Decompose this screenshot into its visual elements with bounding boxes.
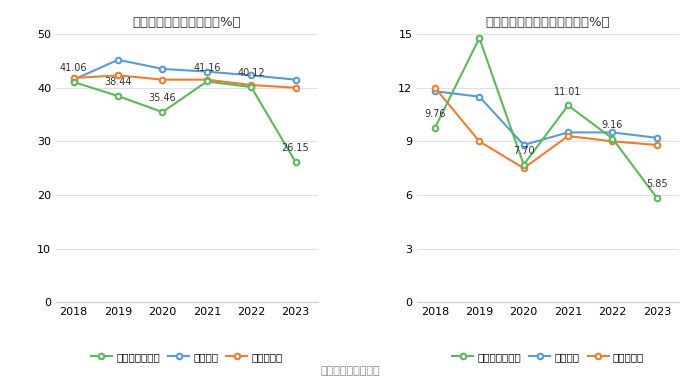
行业均值 [291, 77, 300, 82]
Line: 行业中位数: 行业中位数 [432, 85, 659, 171]
行业均值 [652, 136, 661, 140]
行业均值 [114, 57, 122, 62]
Text: 11.01: 11.01 [554, 87, 582, 97]
Line: 行业中位数: 行业中位数 [71, 73, 298, 90]
Text: 35.46: 35.46 [148, 93, 176, 103]
行业中位数 [158, 77, 167, 82]
行业中位数 [475, 139, 484, 144]
Text: 41.16: 41.16 [193, 63, 220, 73]
行业中位数 [202, 77, 211, 82]
Text: 41.06: 41.06 [60, 63, 88, 73]
行业均值 [247, 73, 256, 77]
Text: 38.44: 38.44 [104, 77, 132, 87]
行业中位数 [564, 134, 573, 138]
公司资产负债率 [158, 110, 167, 114]
有息资产负债率 [608, 136, 617, 141]
Text: 26.15: 26.15 [281, 143, 309, 153]
有息资产负债率 [519, 163, 528, 167]
行业中位数 [519, 166, 528, 170]
行业均值 [608, 130, 617, 135]
Title: 近年来资产负债率情况（%）: 近年来资产负债率情况（%） [132, 15, 242, 29]
行业中位数 [291, 85, 300, 90]
Line: 行业均值: 行业均值 [71, 57, 298, 82]
Text: 9.16: 9.16 [602, 120, 623, 130]
Text: 7.70: 7.70 [513, 146, 535, 156]
Text: 5.85: 5.85 [646, 179, 668, 189]
行业中位数 [69, 76, 78, 80]
Line: 公司资产负债率: 公司资产负债率 [71, 79, 298, 165]
Text: 数据来源：恒生聚源: 数据来源：恒生聚源 [320, 366, 380, 376]
行业均值 [158, 67, 167, 71]
行业中位数 [430, 85, 439, 90]
Text: 9.76: 9.76 [424, 109, 446, 119]
行业均值 [519, 143, 528, 147]
Legend: 公司资产负债率, 行业均值, 行业中位数: 公司资产负债率, 行业均值, 行业中位数 [87, 348, 287, 366]
Text: 14.77: 14.77 [0, 377, 1, 378]
行业均值 [69, 77, 78, 82]
Legend: 有息资产负债率, 行业均值, 行业中位数: 有息资产负债率, 行业均值, 行业中位数 [448, 348, 648, 366]
Line: 有息资产负债率: 有息资产负债率 [432, 36, 659, 200]
Text: 40.12: 40.12 [237, 68, 265, 78]
行业中位数 [247, 83, 256, 87]
行业均值 [475, 94, 484, 99]
公司资产负债率 [247, 85, 256, 89]
行业均值 [564, 130, 573, 135]
公司资产负债率 [69, 80, 78, 84]
Line: 行业均值: 行业均值 [432, 88, 659, 148]
公司资产负债率 [291, 160, 300, 164]
行业均值 [430, 89, 439, 93]
行业中位数 [652, 143, 661, 147]
公司资产负债率 [202, 79, 211, 84]
行业中位数 [114, 73, 122, 77]
有息资产负债率 [564, 103, 573, 108]
有息资产负债率 [475, 36, 484, 40]
行业均值 [202, 69, 211, 74]
有息资产负债率 [430, 125, 439, 130]
公司资产负债率 [114, 94, 122, 98]
行业中位数 [608, 139, 617, 144]
有息资产负债率 [652, 195, 661, 200]
Title: 近年来有息资产负债率情况（%）: 近年来有息资产负债率情况（%） [486, 15, 610, 29]
